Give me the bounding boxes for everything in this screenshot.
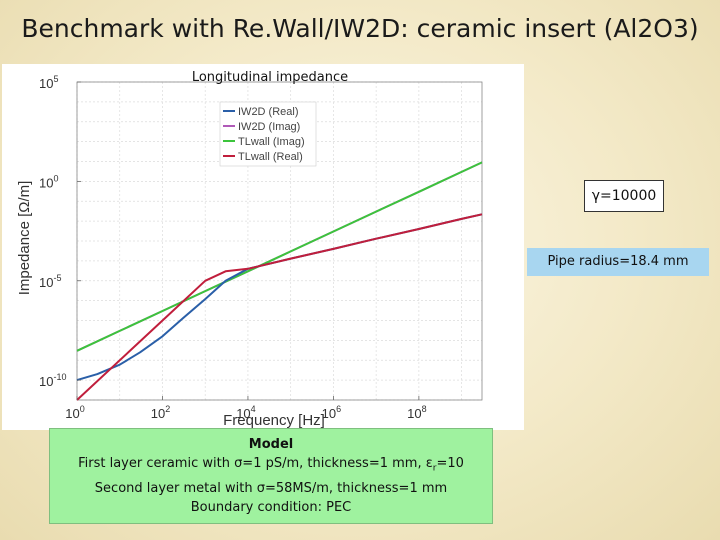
slide-title: Benchmark with Re.Wall/IW2D: ceramic ins… [21,14,699,43]
pipe-radius-annotation: Pipe radius=18.4 mm [527,248,709,276]
model-title: Model [248,437,294,452]
grid [76,81,482,401]
gamma-annotation: γ=10000 [584,180,664,212]
legend-box [219,101,317,167]
x-tick-label: 100 [65,404,84,421]
x-axis-label: Frequency [Hz] [223,412,325,429]
x-tick-exponent: 0 [80,404,85,414]
x-tick-label: 102 [151,404,170,421]
y-tick-exponent: -5 [53,273,61,283]
legend-entry: IW2D (Real) [238,106,299,118]
y-tick-label: 100 [39,173,58,190]
x-tick-exponent: 2 [165,404,170,414]
chart-title: Longitudinal impedance [192,70,348,85]
series-line-iw2d-real [76,213,483,382]
y-tick-label: 10-5 [39,273,61,290]
y-axis-label: Impedance [Ω/m] [16,181,33,296]
x-tick-exponent: 4 [251,404,256,414]
series-lines [76,161,483,401]
series-line-tlwall-real [76,213,483,401]
plot-frame [76,81,483,401]
y-tick-label: 105 [39,74,58,91]
y-tick-exponent: 0 [53,173,58,183]
legend: IW2D (Real) IW2D (Imag) TLwall (Imag) TLwal… [219,101,317,167]
x-tick-label: 108 [407,404,426,421]
y-tick-exponent: 5 [53,74,58,84]
legend-entry: TLwall (Real) [238,151,303,163]
model-line-1: First layer ceramic with σ=1 pS/m, thick… [50,454,492,479]
model-line-1-suffix: =10 [436,456,464,471]
series-line-tlwall-imag [76,161,483,352]
x-tick-exponent: 8 [422,404,427,414]
model-line-1-prefix: First layer ceramic with σ=1 pS/m, thick… [78,456,433,471]
model-line-3: Boundary condition: PEC [190,499,352,515]
x-tick-exponent: 6 [336,404,341,414]
model-line-2: Second layer metal with σ=58MS/m, thickn… [94,480,448,496]
model-description: Model First layer ceramic with σ=1 pS/m,… [49,428,493,524]
y-tick-exponent: -10 [53,372,66,382]
legend-entry: IW2D (Imag) [238,121,300,133]
legend-entry: TLwall (Imag) [238,136,305,148]
plot-panel: 100 102 104 106 108 10-10 10-5 100 105 Longitudi… [2,64,524,430]
y-tick-label: 10-10 [39,372,66,389]
model-line-1-subscript: r [432,463,437,474]
